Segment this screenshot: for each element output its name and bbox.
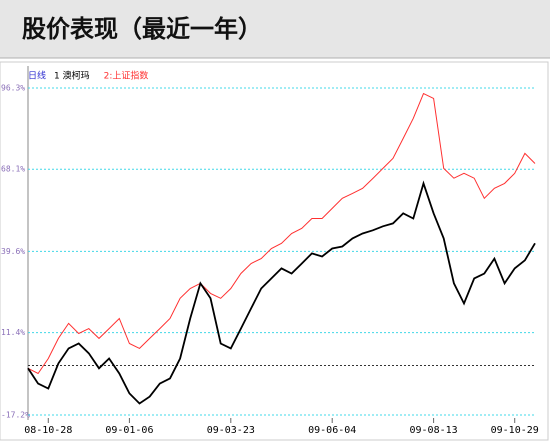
- legend-prefix: 日线: [28, 70, 46, 82]
- y-tick-label: -17.2%: [1, 411, 30, 420]
- y-tick-label: 68.1%: [1, 165, 25, 174]
- page-title: 股价表现（最近一年）: [22, 15, 262, 43]
- x-tick-label: 09-10-29: [491, 425, 539, 436]
- x-tick-label: 09-01-06: [105, 425, 153, 436]
- series-line: [27, 92, 536, 375]
- legend-label: 2:上证指数: [104, 70, 149, 82]
- y-tick-label: 39.6%: [1, 247, 25, 256]
- x-tick-label: 09-06-04: [308, 425, 356, 436]
- legend-label: 1 澳柯玛: [54, 70, 90, 82]
- y-tick-label: 96.3%: [1, 84, 25, 93]
- x-tick-label: 09-08-13: [410, 425, 458, 436]
- x-tick-label: 09-03-23: [207, 425, 255, 436]
- x-tick-label: 08-10-28: [24, 425, 72, 436]
- series-line: [27, 180, 536, 405]
- header-bg: [0, 0, 550, 58]
- y-tick-label: 11.4%: [1, 328, 25, 337]
